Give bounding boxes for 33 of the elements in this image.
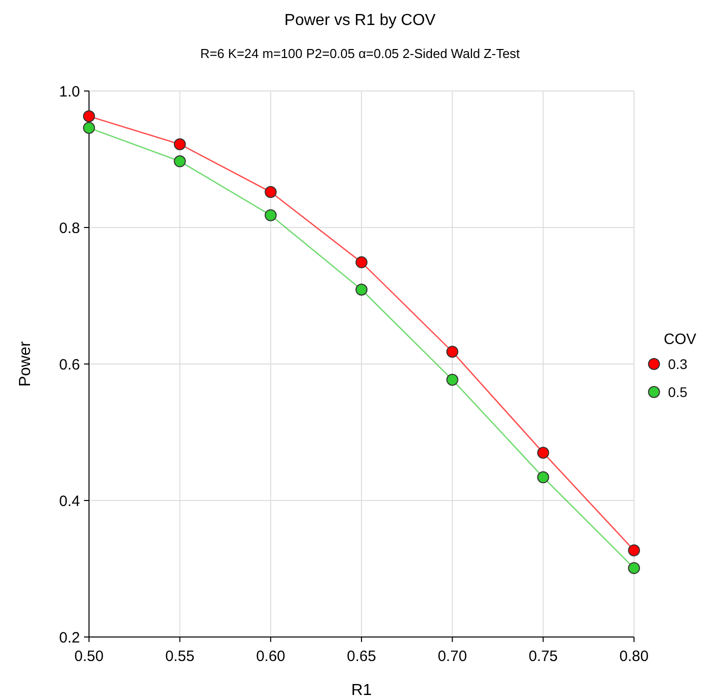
point [537,471,550,484]
point [174,155,186,168]
point [83,122,95,134]
x-tick-label: 0.65 [346,648,376,665]
y-tick-label: 0.2 [59,629,80,646]
legend-title: COV [664,331,696,348]
point [356,284,368,296]
point [83,110,95,122]
point [174,138,186,150]
legend-label: 0.3 [668,356,688,372]
x-tick-label: 0.70 [438,648,467,665]
point [446,346,458,358]
chart-subtitle: R=6 K=24 m=100 P2=0.05 α=0.05 2-Sided Wald Z-Test [200,46,520,61]
point [628,562,640,574]
point [264,186,277,198]
y-tick-label: 0.8 [59,220,80,237]
point [356,256,368,268]
x-tick-label: 0.55 [165,648,194,665]
point [537,446,550,459]
x-axis-title: R1 [351,682,372,698]
x-tick-label: 0.50 [74,648,104,665]
legend-label: 0.5 [668,384,688,400]
point [628,544,640,556]
x-tick-label: 0.60 [256,648,286,665]
y-tick-label: 0.4 [59,492,80,510]
point [446,374,458,386]
point [264,209,277,222]
y-tick-label: 1.0 [59,83,80,100]
x-tick-label: 0.80 [619,648,649,665]
chart-title: Power vs R1 by COV [284,12,436,29]
y-tick-label: 0.6 [59,356,80,374]
y-axis-title: Power [17,340,34,387]
x-tick-label: 0.75 [528,648,558,665]
